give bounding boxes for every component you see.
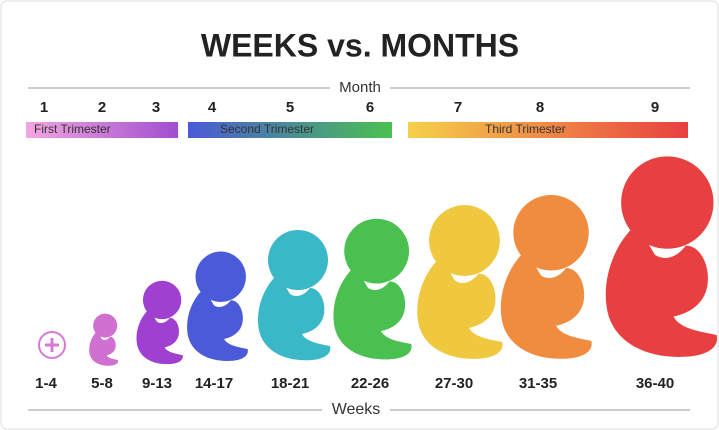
week: 36-40 (636, 375, 674, 392)
month: 1 (40, 99, 48, 116)
week: 5-8 (91, 375, 113, 392)
month: 8 (536, 99, 544, 116)
week: 31-35 (519, 375, 557, 392)
month: 6 (366, 99, 374, 116)
month: 9 (651, 99, 659, 116)
week: 22-26 (351, 375, 389, 392)
month: 5 (286, 99, 294, 116)
trimester-bar (408, 122, 688, 138)
month: 2 (98, 99, 106, 116)
week: 1-4 (35, 375, 57, 392)
trimester-bar (26, 122, 178, 138)
weeks-label: Weeks (332, 401, 381, 418)
month-label: Month (339, 79, 381, 96)
label-bg (330, 79, 390, 97)
week: 27-30 (435, 375, 473, 392)
embryo (45, 338, 59, 352)
week: 14-17 (195, 375, 233, 392)
week: 9-13 (142, 375, 172, 392)
month: 3 (152, 99, 160, 116)
label-bg (322, 401, 390, 419)
month: 7 (454, 99, 462, 116)
trimester-label: Third Trimester (485, 122, 566, 136)
week: 18-21 (271, 375, 309, 392)
fetuses (38, 156, 718, 366)
month: 4 (208, 99, 217, 116)
trimester-label: First Trimester (34, 122, 111, 136)
months: 1 2 3 4 5 6 7 8 9 (40, 99, 659, 116)
title: WEEKS vs. MONTHS (201, 27, 519, 63)
trimester-bar (188, 122, 392, 138)
trimester-label: Second Trimester (220, 122, 314, 136)
weeks: 1-4 5-8 9-13 14-17 18-21 22-26 27-30 31-… (35, 375, 674, 392)
embryo (38, 331, 66, 359)
